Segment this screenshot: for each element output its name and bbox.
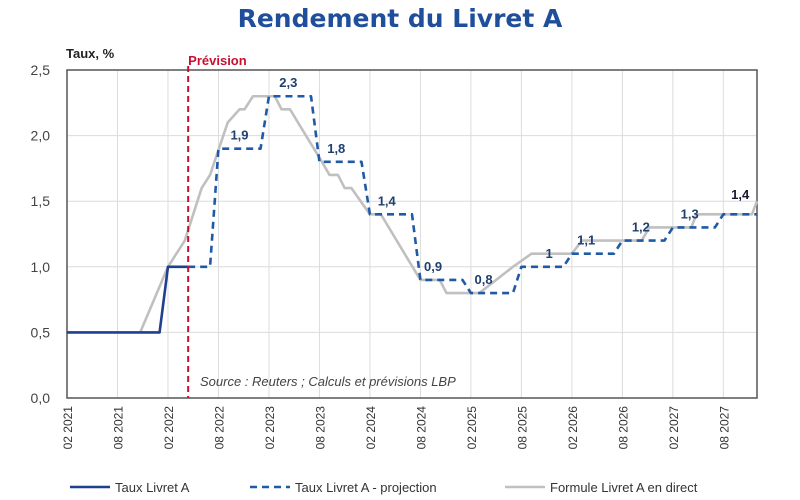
x-tick-label: 02 2024 (364, 406, 378, 450)
x-tick-label: 02 2022 (162, 406, 176, 450)
series-line-1 (188, 94, 757, 295)
legend-label: Formule Livret A en direct (550, 480, 698, 495)
data-label: 1,4 (378, 193, 397, 208)
data-label: 1,3 (681, 206, 699, 221)
series-line-0 (67, 265, 189, 334)
x-tick-label: 08 2027 (717, 406, 731, 450)
x-tick-label: 08 2022 (212, 406, 226, 450)
series-line-2 (139, 94, 759, 333)
y-tick-label: 0,0 (31, 390, 51, 406)
data-label: 1,4 (731, 187, 750, 202)
x-tick-label: 08 2021 (111, 406, 125, 450)
chart-title: Rendement du Livret A (237, 4, 563, 33)
data-label: 1,2 (632, 220, 650, 235)
y-tick-label: 2,5 (31, 62, 51, 78)
data-label: 1,8 (327, 141, 345, 156)
legend-label: Taux Livret A - projection (295, 480, 437, 495)
forecast-label: Prévision (188, 53, 247, 68)
x-tick-label: 02 2025 (465, 406, 479, 450)
y-tick-label: 0,5 (31, 324, 51, 340)
x-tick-label: 02 2023 (263, 406, 277, 450)
data-label: 2,3 (279, 75, 297, 90)
y-tick-label: 1,0 (31, 259, 51, 275)
x-tick-label: 02 2027 (667, 406, 681, 450)
data-label: 1,1 (577, 233, 595, 248)
plot-frame (66, 69, 758, 399)
data-label: 0,8 (474, 272, 492, 287)
source-note: Source : Reuters ; Calculs et prévisions… (200, 374, 456, 389)
x-tick-label: 02 2026 (566, 406, 580, 450)
x-tick-label: 08 2024 (414, 406, 428, 450)
x-tick-label: 08 2026 (616, 406, 630, 450)
legend-label: Taux Livret A (115, 480, 190, 495)
y-tick-label: 2,0 (31, 128, 51, 144)
x-tick-label: 08 2023 (313, 406, 327, 450)
x-tick-label: 08 2025 (515, 406, 529, 450)
data-label: 1 (546, 246, 553, 261)
data-label: 1,9 (230, 128, 248, 143)
y-axis-label: Taux, % (66, 46, 115, 61)
x-tick-label: 02 2021 (61, 406, 75, 450)
data-label: 0,9 (424, 259, 442, 274)
y-tick-label: 1,5 (31, 193, 51, 209)
